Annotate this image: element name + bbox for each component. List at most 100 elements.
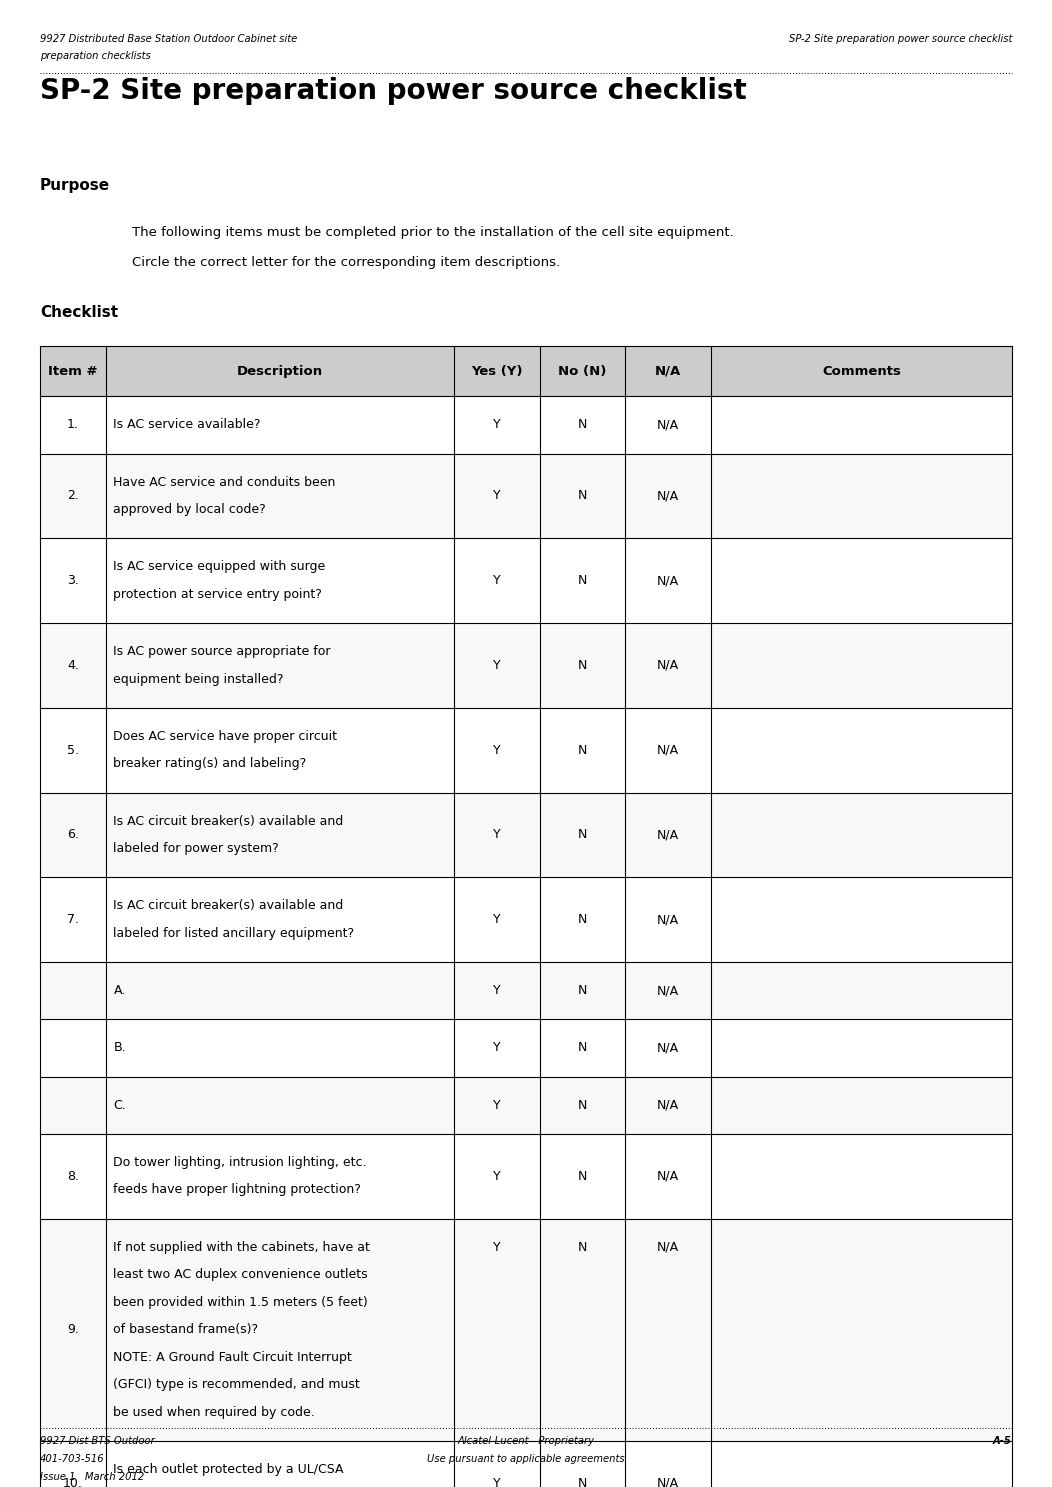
Bar [40, 1218, 1012, 1441]
Text: Y: Y [493, 1041, 501, 1054]
Text: SP-2 Site preparation power source checklist: SP-2 Site preparation power source check… [789, 34, 1012, 45]
Text: 9927 Distributed Base Station Outdoor Cabinet site: 9927 Distributed Base Station Outdoor Ca… [40, 34, 298, 45]
Text: Is AC circuit breaker(s) available and: Is AC circuit breaker(s) available and [114, 815, 344, 828]
Text: N: N [578, 744, 587, 757]
Text: be used when required by code.: be used when required by code. [114, 1405, 316, 1419]
Text: preparation checklists: preparation checklists [40, 52, 150, 61]
Bar [40, 962, 1012, 1020]
Text: N/A: N/A [656, 1477, 679, 1487]
Text: N/A: N/A [656, 1170, 679, 1182]
Text: 1.: 1. [67, 418, 79, 431]
Text: A-5: A-5 [993, 1436, 1012, 1447]
Text: No (N): No (N) [559, 364, 607, 378]
Text: Is each outlet protected by a UL/CSA: Is each outlet protected by a UL/CSA [114, 1463, 344, 1477]
Text: Do tower lighting, intrusion lighting, etc.: Do tower lighting, intrusion lighting, e… [114, 1155, 367, 1169]
Text: 9927 Dist BTS Outdoor: 9927 Dist BTS Outdoor [40, 1436, 155, 1447]
Text: N/A: N/A [656, 659, 679, 672]
Text: If not supplied with the cabinets, have at: If not supplied with the cabinets, have … [114, 1240, 370, 1254]
Bar [40, 1020, 1012, 1077]
Text: Y: Y [493, 1170, 501, 1182]
Bar [40, 623, 1012, 708]
Text: Y: Y [493, 1240, 501, 1254]
Text: N: N [578, 1099, 587, 1112]
Text: Comments: Comments [822, 364, 901, 378]
Bar [40, 1441, 1012, 1487]
Text: breaker rating(s) and labeling?: breaker rating(s) and labeling? [114, 757, 307, 770]
Text: Y: Y [493, 659, 501, 672]
Text: N: N [578, 489, 587, 503]
Text: 7.: 7. [67, 913, 79, 926]
Text: Is AC circuit breaker(s) available and: Is AC circuit breaker(s) available and [114, 900, 344, 913]
Text: N: N [578, 984, 587, 998]
Text: Does AC service have proper circuit: Does AC service have proper circuit [114, 730, 338, 744]
Text: Description: Description [237, 364, 323, 378]
Text: SP-2 Site preparation power source checklist: SP-2 Site preparation power source check… [40, 77, 747, 106]
Bar [40, 1077, 1012, 1133]
Text: Y: Y [493, 744, 501, 757]
Text: N: N [578, 1041, 587, 1054]
Text: N: N [578, 1240, 587, 1254]
Text: N: N [578, 1170, 587, 1182]
Text: equipment being installed?: equipment being installed? [114, 672, 284, 686]
Bar [40, 1133, 1012, 1218]
Text: 401-703-516: 401-703-516 [40, 1454, 104, 1465]
Text: least two AC duplex convenience outlets: least two AC duplex convenience outlets [114, 1268, 368, 1282]
Text: Yes (Y): Yes (Y) [471, 364, 523, 378]
Text: Y: Y [493, 1099, 501, 1112]
Text: NOTE: A Ground Fault Circuit Interrupt: NOTE: A Ground Fault Circuit Interrupt [114, 1350, 352, 1364]
Text: Have AC service and conduits been: Have AC service and conduits been [114, 476, 336, 489]
Text: of basestand frame(s)?: of basestand frame(s)? [114, 1323, 259, 1337]
Text: N: N [578, 913, 587, 926]
Text: C.: C. [114, 1099, 126, 1112]
Text: Checklist: Checklist [40, 305, 118, 320]
Text: Is AC service equipped with surge: Is AC service equipped with surge [114, 561, 326, 574]
Text: Issue 1   March 2012: Issue 1 March 2012 [40, 1472, 144, 1483]
Text: N/A: N/A [656, 984, 679, 998]
Text: N: N [578, 418, 587, 431]
Text: 3.: 3. [67, 574, 79, 587]
Text: labeled for listed ancillary equipment?: labeled for listed ancillary equipment? [114, 926, 355, 940]
Text: Circle the correct letter for the corresponding item descriptions.: Circle the correct letter for the corres… [132, 256, 560, 269]
Text: 4.: 4. [67, 659, 79, 672]
Text: N: N [578, 659, 587, 672]
Text: Purpose: Purpose [40, 178, 110, 193]
Text: Use pursuant to applicable agreements: Use pursuant to applicable agreements [427, 1454, 625, 1465]
Text: 10.: 10. [63, 1477, 83, 1487]
Text: Y: Y [493, 828, 501, 842]
Text: Alcatel-Lucent - Proprietary: Alcatel-Lucent - Proprietary [458, 1436, 594, 1447]
Text: B.: B. [114, 1041, 126, 1054]
Text: approved by local code?: approved by local code? [114, 503, 266, 516]
Text: 5.: 5. [67, 744, 79, 757]
Text: N: N [578, 1477, 587, 1487]
Text: N/A: N/A [656, 1099, 679, 1112]
Bar [40, 346, 1012, 397]
Text: Y: Y [493, 1477, 501, 1487]
Text: Y: Y [493, 489, 501, 503]
Text: N/A: N/A [656, 418, 679, 431]
Text: 8.: 8. [67, 1170, 79, 1182]
Text: Y: Y [493, 574, 501, 587]
Text: N/A: N/A [656, 913, 679, 926]
Text: Y: Y [493, 913, 501, 926]
Bar [40, 877, 1012, 962]
Bar [40, 454, 1012, 538]
Text: Is AC power source appropriate for: Is AC power source appropriate for [114, 645, 331, 659]
Text: feeds have proper lightning protection?: feeds have proper lightning protection? [114, 1184, 361, 1197]
Text: N/A: N/A [656, 489, 679, 503]
Bar [40, 397, 1012, 454]
Text: N/A: N/A [656, 1041, 679, 1054]
Text: N: N [578, 574, 587, 587]
Text: 9.: 9. [67, 1323, 79, 1337]
Text: N/A: N/A [654, 364, 681, 378]
Bar [40, 793, 1012, 877]
Text: N/A: N/A [656, 1240, 679, 1254]
Text: Y: Y [493, 984, 501, 998]
Bar [40, 708, 1012, 793]
Text: labeled for power system?: labeled for power system? [114, 842, 279, 855]
Text: N/A: N/A [656, 574, 679, 587]
Text: (GFCI) type is recommended, and must: (GFCI) type is recommended, and must [114, 1378, 360, 1392]
Text: The following items must be completed prior to the installation of the cell site: The following items must be completed pr… [132, 226, 733, 239]
Text: N: N [578, 828, 587, 842]
Text: A.: A. [114, 984, 125, 998]
Text: protection at service entry point?: protection at service entry point? [114, 587, 322, 601]
